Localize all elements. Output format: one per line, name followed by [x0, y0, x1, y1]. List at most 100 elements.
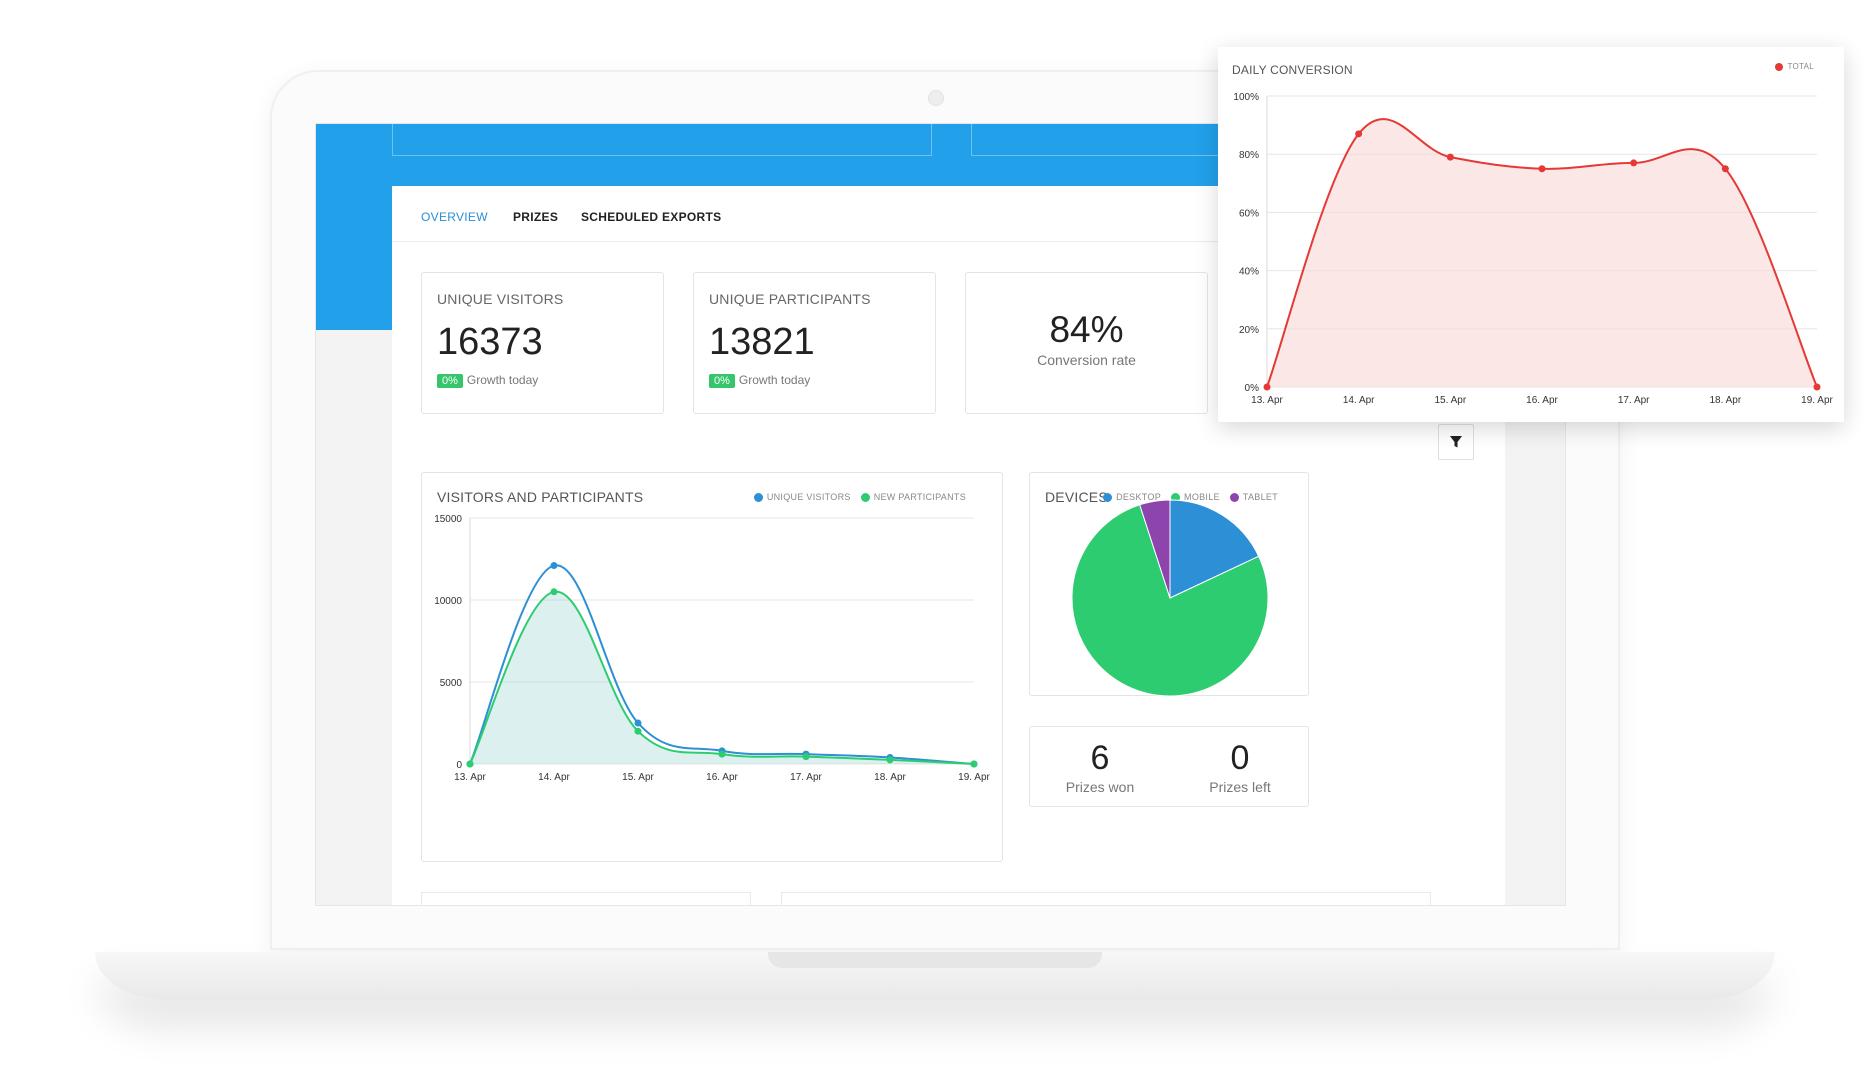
- legend-label: TOTAL: [1787, 62, 1814, 71]
- unique-participants-card: UNIQUE PARTICIPANTS 13821 0% Growth today: [693, 272, 936, 414]
- conversion-rate-label: Conversion rate: [1037, 352, 1136, 368]
- growth-indicator: 0% Growth today: [437, 373, 538, 388]
- x-tick-label: 16. Apr: [706, 772, 738, 783]
- x-tick-label: 15. Apr: [622, 772, 654, 783]
- growth-label: Growth today: [738, 373, 811, 387]
- legend-item-total[interactable]: TOTAL: [1775, 62, 1814, 71]
- data-point: [802, 753, 810, 761]
- conversion-chart-svg: 0% 20% 40% 60% 80% 100% 13. Apr 14. Apr 15. Apr 1…: [1233, 92, 1833, 406]
- legend-dot: [753, 492, 763, 502]
- data-point: [550, 562, 558, 570]
- legend-dot: [1775, 62, 1784, 71]
- data-point: [634, 727, 642, 735]
- legend-item-mobile[interactable]: MOBILE: [1171, 492, 1220, 502]
- prizes-won: 6 Prizes won: [1030, 727, 1170, 808]
- growth-badge: 0%: [437, 374, 463, 388]
- y-tick-label: 10000: [434, 596, 462, 607]
- pie-slice: [1071, 504, 1269, 697]
- data-point: [1355, 130, 1363, 138]
- series-line: [469, 564, 975, 765]
- conversion-rate-value: 84%: [1049, 309, 1124, 350]
- data-point: [1721, 165, 1729, 173]
- chart-title: DEVICES: [1045, 489, 1108, 505]
- growth-badge: 0%: [709, 374, 735, 388]
- chart-legend: UNIQUE VISITORS NEW PARTICIPANTS: [753, 492, 966, 502]
- legend-label: TABLET: [1242, 492, 1278, 502]
- legend-label: MOBILE: [1184, 492, 1220, 502]
- pie-slice: [1139, 499, 1171, 599]
- prizes-left-value: 0: [1230, 739, 1250, 777]
- devices-card: DEVICES DESKTOP MOBILE TABLET: [1029, 472, 1309, 697]
- data-point: [634, 719, 642, 727]
- legend-item-desktop[interactable]: DESKTOP: [1103, 492, 1161, 502]
- legend-item-unique-visitors[interactable]: UNIQUE VISITORS: [753, 492, 851, 502]
- filter-button[interactable]: [1438, 424, 1474, 460]
- bottom-card-left: [421, 892, 751, 905]
- tab-scheduled-exports[interactable]: SCHEDULED EXPORTS: [581, 210, 722, 224]
- y-tick-label: 15000: [434, 514, 462, 525]
- unique-visitors-card: UNIQUE VISITORS 16373 0% Growth today: [421, 272, 664, 414]
- tab-overview[interactable]: OVERVIEW: [421, 210, 488, 224]
- data-point: [1446, 153, 1454, 161]
- growth-indicator: 0% Growth today: [709, 373, 810, 388]
- card-title: UNIQUE VISITORS: [437, 291, 564, 307]
- laptop-notch: [768, 952, 1102, 968]
- laptop-camera: [928, 90, 944, 106]
- tab-bar: OVERVIEW PRIZES SCHEDULED EXPORTS: [392, 186, 1505, 242]
- data-point: [1813, 383, 1821, 391]
- content-panel: OVERVIEW PRIZES SCHEDULED EXPORTS UNIQUE…: [392, 186, 1505, 905]
- visitors-chart-svg: 0 5000 10000 15000 13. Apr 14. Apr 15. Apr 16. …: [434, 514, 990, 783]
- prizes-card: 6 Prizes won 0 Prizes left: [1029, 726, 1309, 807]
- legend-label: DESKTOP: [1116, 492, 1162, 502]
- x-tick-label: 19. Apr: [1801, 395, 1833, 406]
- x-tick-label: 18. Apr: [1709, 395, 1741, 406]
- prizes-won-value: 6: [1090, 739, 1110, 777]
- x-tick-label: 13. Apr: [1251, 395, 1283, 406]
- x-tick-label: 16. Apr: [1526, 395, 1558, 406]
- y-tick-label: 20%: [1239, 325, 1259, 336]
- pie-slice: [1169, 499, 1260, 599]
- x-tick-label: 17. Apr: [790, 772, 822, 783]
- tab-prizes[interactable]: PRIZES: [513, 210, 559, 224]
- conversion-rate-card: 84% Conversion rate: [965, 272, 1208, 414]
- x-tick-label: 13. Apr: [454, 772, 486, 783]
- chart-legend: TOTAL: [1775, 62, 1814, 71]
- chart-legend: DESKTOP MOBILE TABLET: [1103, 492, 1278, 502]
- chart-title: DAILY CONVERSION: [1232, 63, 1353, 77]
- prizes-left-label: Prizes left: [1209, 779, 1271, 795]
- x-tick-label: 15. Apr: [1434, 395, 1466, 406]
- data-point: [886, 756, 894, 764]
- y-tick-label: 60%: [1239, 208, 1259, 219]
- devices-chart-svg: [1071, 499, 1269, 697]
- data-point: [1630, 159, 1638, 167]
- data-point: [466, 760, 474, 768]
- growth-label: Growth today: [466, 373, 539, 387]
- chart-title: VISITORS AND PARTICIPANTS: [437, 489, 644, 505]
- y-tick-label: 40%: [1239, 267, 1259, 278]
- legend-dot: [860, 492, 870, 502]
- bottom-card-right: [781, 892, 1431, 905]
- legend-dot: [1229, 492, 1239, 502]
- daily-conversion-panel: DAILY CONVERSION TOTAL 0% 20% 40% 60% 80% 100…: [1218, 47, 1844, 422]
- y-tick-label: 5000: [440, 678, 463, 689]
- unique-visitors-value: 16373: [437, 321, 543, 363]
- legend-item-tablet[interactable]: TABLET: [1229, 492, 1278, 502]
- filter-icon: [1450, 436, 1462, 448]
- y-tick-label: 100%: [1233, 92, 1259, 103]
- prizes-left: 0 Prizes left: [1170, 727, 1310, 808]
- visitors-participants-card: VISITORS AND PARTICIPANTS UNIQUE VISITOR…: [421, 472, 1003, 862]
- data-point: [1263, 383, 1271, 391]
- legend-label: UNIQUE VISITORS: [766, 492, 851, 502]
- legend-item-new-participants[interactable]: NEW PARTICIPANTS: [860, 492, 966, 502]
- y-tick-label: 0: [456, 760, 462, 771]
- data-point: [970, 760, 978, 768]
- x-tick-label: 14. Apr: [538, 772, 570, 783]
- x-tick-label: 14. Apr: [1343, 395, 1375, 406]
- data-point: [1538, 165, 1546, 173]
- x-tick-label: 17. Apr: [1618, 395, 1650, 406]
- card-title: UNIQUE PARTICIPANTS: [709, 291, 871, 307]
- x-tick-label: 18. Apr: [874, 772, 906, 783]
- series-area: [470, 591, 974, 764]
- legend-dot: [1171, 492, 1181, 502]
- y-tick-label: 0%: [1245, 383, 1260, 394]
